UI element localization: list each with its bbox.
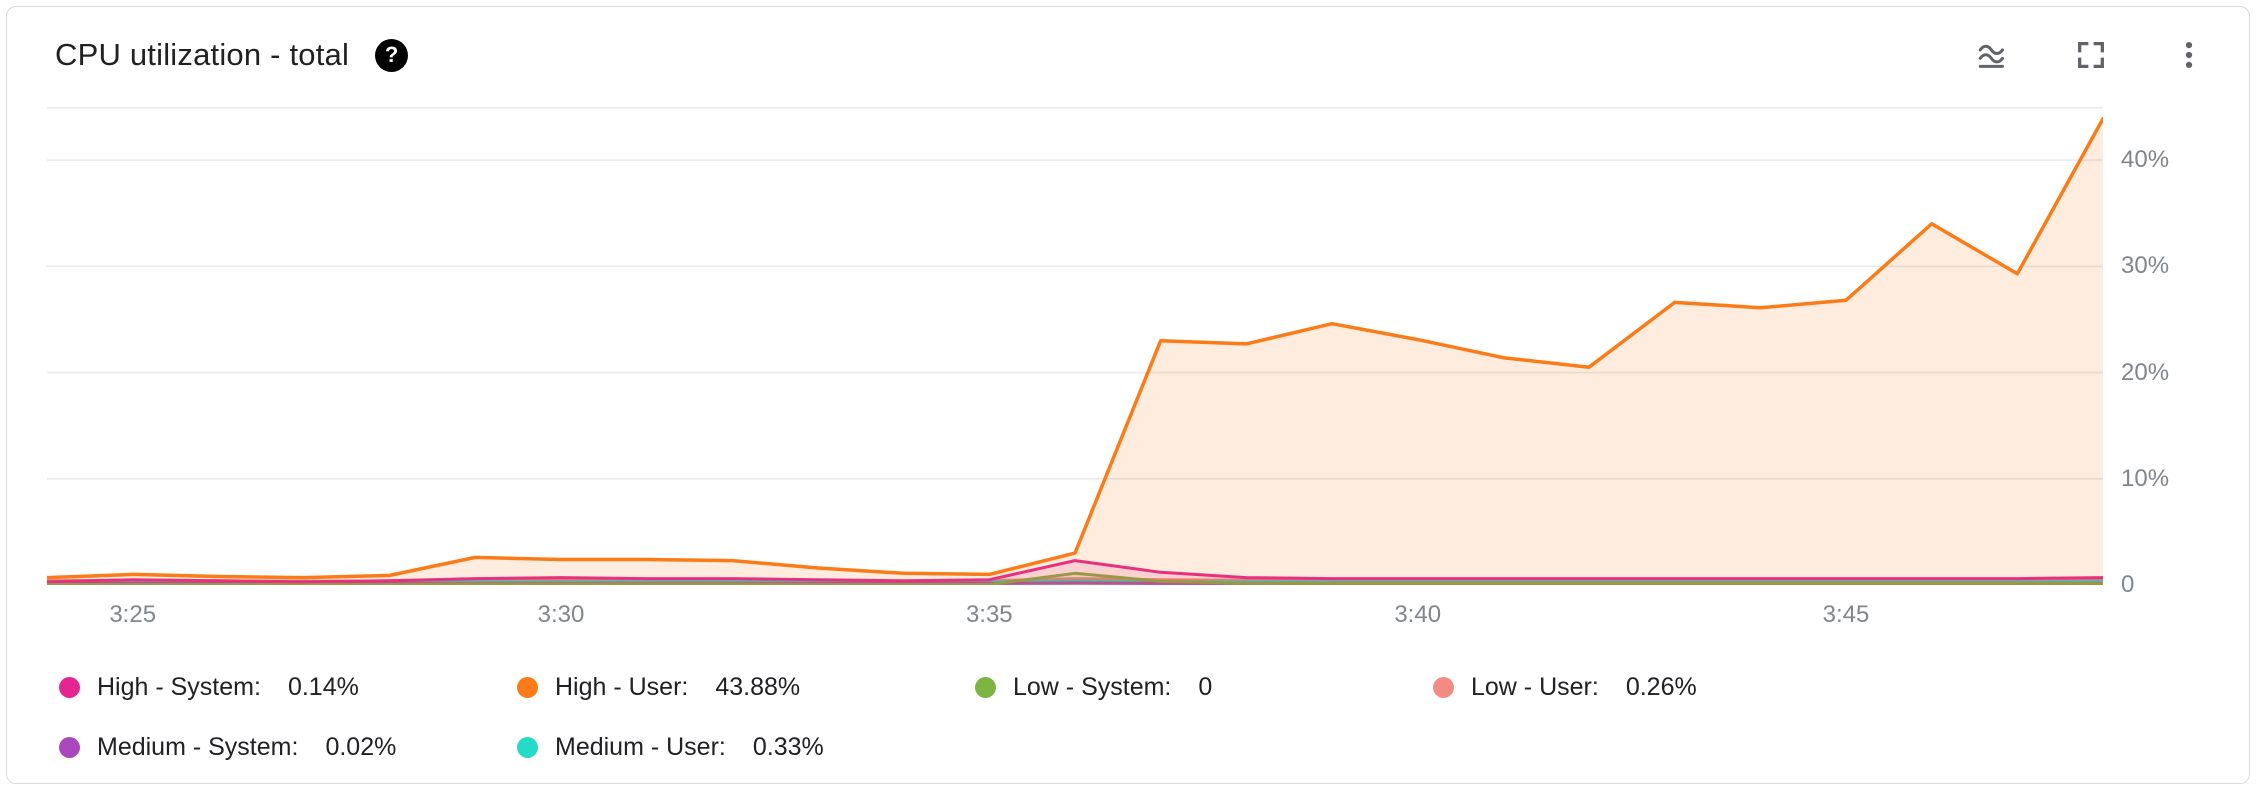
y-axis-label: 40% — [2121, 146, 2170, 174]
y-axis-label: 20% — [2121, 358, 2170, 386]
series-label: Medium - User: — [555, 732, 726, 761]
fullscreen-icon — [2074, 38, 2108, 72]
chart-header: CPU utilization - total ? — [55, 33, 2209, 77]
series-value: 0.02% — [325, 732, 397, 761]
chart-title: CPU utilization - total — [55, 37, 350, 72]
x-axis-label: 3:45 — [1822, 601, 1870, 628]
series-value: 0 — [1198, 672, 1213, 701]
legend-item[interactable]: High - User: 43.88% — [517, 661, 975, 713]
kebab-menu-icon — [2172, 38, 2206, 72]
x-axis-label: 3:40 — [1394, 601, 1442, 628]
series-value: 0.33% — [752, 732, 824, 761]
legend-item[interactable]: Low - System: 0 — [975, 661, 1433, 713]
series-value: 0.14% — [287, 672, 359, 701]
fullscreen-button[interactable] — [2071, 35, 2111, 75]
x-axis: 3:25 3:30 3:35 3:40 3:45 — [47, 601, 2103, 633]
series-color-dot — [1433, 676, 1454, 698]
series-color-dot — [59, 676, 80, 698]
series-label: High - System: — [97, 672, 261, 701]
chart-title-row: CPU utilization - total ? — [55, 37, 409, 73]
x-axis-label: 3:35 — [965, 601, 1013, 628]
series-label: High - User: — [555, 672, 689, 701]
chart-card: CPU utilization - total ? — [6, 6, 2250, 784]
series-value: 43.88% — [715, 672, 801, 701]
area-chart-mode-icon — [1975, 37, 2011, 73]
series-value: 0.26% — [1625, 672, 1697, 701]
legend-item[interactable]: Medium - System: 0.02% — [59, 721, 517, 773]
series-color-dot — [517, 676, 538, 698]
chart-legend: High - System: 0.14% High - User: 43.88% Low… — [59, 661, 2209, 773]
series-color-dot — [975, 676, 996, 698]
help-icon[interactable]: ? — [375, 38, 409, 72]
chart-toolbar — [1973, 35, 2209, 75]
series-label: Medium - System: — [97, 732, 299, 761]
y-axis-label: 0 — [2121, 571, 2135, 598]
series-label: Low - System: — [1013, 672, 1172, 701]
legend-item[interactable]: Medium - User: 0.33% — [517, 721, 975, 773]
series-label: Low - User: — [1471, 672, 1599, 701]
x-axis-label: 3:25 — [109, 601, 157, 628]
y-axis-label: 30% — [2121, 252, 2170, 280]
x-axis-label: 3:30 — [537, 601, 585, 628]
series-color-dot — [59, 736, 80, 758]
y-axis: 0 10% 20% 30% 40% — [2121, 107, 2231, 598]
more-options-button[interactable] — [2169, 35, 2209, 75]
legend-item[interactable]: High - System: 0.14% — [59, 661, 517, 713]
chart-mode-button[interactable] — [1973, 35, 2013, 75]
cpu-utilization-plot[interactable] — [47, 107, 2103, 585]
y-axis-label: 10% — [2121, 464, 2170, 492]
legend-item[interactable]: Low - User: 0.26% — [1433, 661, 1891, 713]
series-color-dot — [517, 736, 538, 758]
